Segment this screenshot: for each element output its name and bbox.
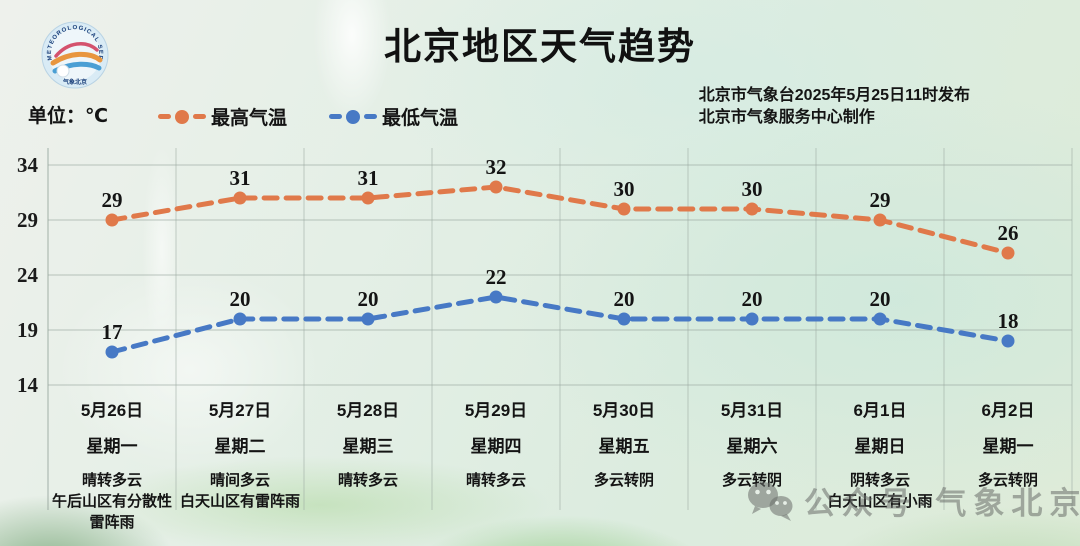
date-label: 5月28日 — [336, 401, 400, 420]
weather-label: 雷阵雨 — [89, 514, 135, 531]
date-label: 6月1日 — [853, 401, 907, 420]
weather-label: 白天山区有雷阵雨 — [179, 493, 300, 510]
svg-text:22: 22 — [486, 265, 507, 289]
chart-legend: 最高气温 最低气温 — [158, 103, 458, 130]
page-title: 北京地区天气趋势 — [384, 26, 696, 67]
day-column: 5月27日星期二晴间多云白天山区有雷阵雨 — [176, 392, 304, 533]
date-label: 5月30日 — [592, 401, 656, 420]
weather-label: 晴转多云 — [337, 472, 398, 489]
weekday-label: 星期一 — [982, 437, 1034, 456]
weather-label: 阴转多云 — [849, 472, 910, 489]
watermark: 公众号·气象北京 — [746, 478, 1080, 523]
weather-label: 晴转多云 — [81, 472, 142, 489]
svg-text:17: 17 — [102, 320, 123, 344]
weekday-label: 星期六 — [726, 437, 778, 456]
day-column: 6月1日星期日阴转多云白天山区有小雨 — [816, 392, 944, 533]
weather-label: 多云转阴 — [977, 472, 1038, 489]
weekday-label: 星期五 — [598, 437, 650, 456]
svg-text:20: 20 — [358, 287, 379, 311]
weather-label: 多云转阴 — [593, 472, 654, 489]
svg-text:30: 30 — [614, 177, 635, 201]
wechat-icon — [748, 481, 793, 521]
issuer-line-2: 北京市气象服务中心制作 — [698, 109, 875, 126]
watermark-text: 公众号·气象北京 — [804, 486, 1080, 521]
date-label: 6月2日 — [981, 401, 1035, 420]
weather-label: 白天山区有小雨 — [827, 493, 933, 510]
svg-text:18: 18 — [998, 309, 1019, 333]
svg-text:20: 20 — [870, 287, 891, 311]
day-column: 5月30日星期五多云转阴 — [560, 392, 688, 533]
svg-text:34: 34 — [17, 153, 39, 177]
svg-text:26: 26 — [998, 221, 1019, 245]
svg-text:29: 29 — [102, 188, 123, 212]
svg-text:31: 31 — [358, 166, 379, 190]
day-column: 6月2日星期一多云转阴 — [944, 392, 1072, 533]
day-column: 5月28日星期三晴转多云 — [304, 392, 432, 533]
date-label: 5月29日 — [464, 401, 528, 420]
legend-item-max-temp: 最高气温 — [158, 103, 287, 130]
svg-text:30: 30 — [742, 177, 763, 201]
weekday-label: 星期二 — [214, 437, 266, 456]
weekday-label: 星期四 — [470, 437, 522, 456]
issuer-info: 北京市气象台2025年5月25日11时发布 北京市气象服务中心制作 — [699, 85, 970, 129]
day-column: 5月26日星期一晴转多云午后山区有分散性 雷阵雨 — [48, 392, 176, 533]
svg-text:19: 19 — [17, 318, 38, 342]
weather-label: 晴间多云 — [209, 472, 270, 489]
date-label: 5月27日 — [208, 401, 272, 420]
unit-label: 单位：℃ — [28, 106, 109, 127]
date-label: 5月31日 — [720, 401, 784, 420]
weather-label: 晴转多云 — [465, 472, 526, 489]
svg-text:气象北京: 气象北京 — [62, 78, 87, 86]
issuer-line-1: 北京市气象台2025年5月25日11时发布 — [698, 87, 970, 104]
svg-text:24: 24 — [17, 263, 39, 287]
svg-text:29: 29 — [17, 208, 38, 232]
svg-text:20: 20 — [742, 287, 763, 311]
x-axis-labels: 5月26日 星期一 晴转多云 午后山区有分散性 雷阵雨 5月27日 星期二 晴间多云 白天山区有… — [48, 392, 1072, 533]
svg-text:14: 14 — [17, 373, 39, 397]
svg-text:31: 31 — [230, 166, 251, 190]
meteorological-service-logo: METEOROLOGICAL SERVICE 气象北京 — [40, 20, 109, 89]
weekday-label: 星期三 — [342, 437, 394, 456]
legend-item-min-temp: 最低气温 — [329, 103, 458, 130]
max-temp-line-swatch — [158, 109, 206, 124]
legend-label-min-temp: 最低气温 — [382, 108, 459, 129]
day-column: 5月29日星期四晴转多云 — [432, 392, 560, 533]
min-temp-line-swatch — [329, 109, 378, 124]
svg-text:29: 29 — [870, 188, 891, 212]
weather-label: 午后山区有分散性 — [51, 493, 172, 510]
svg-text:20: 20 — [614, 287, 635, 311]
date-label: 5月26日 — [80, 401, 144, 420]
weekday-label: 星期一 — [86, 437, 138, 456]
svg-text:20: 20 — [230, 287, 251, 311]
svg-text:32: 32 — [486, 155, 507, 179]
legend-label-max-temp: 最高气温 — [211, 108, 288, 129]
weekday-label: 星期日 — [854, 437, 906, 456]
